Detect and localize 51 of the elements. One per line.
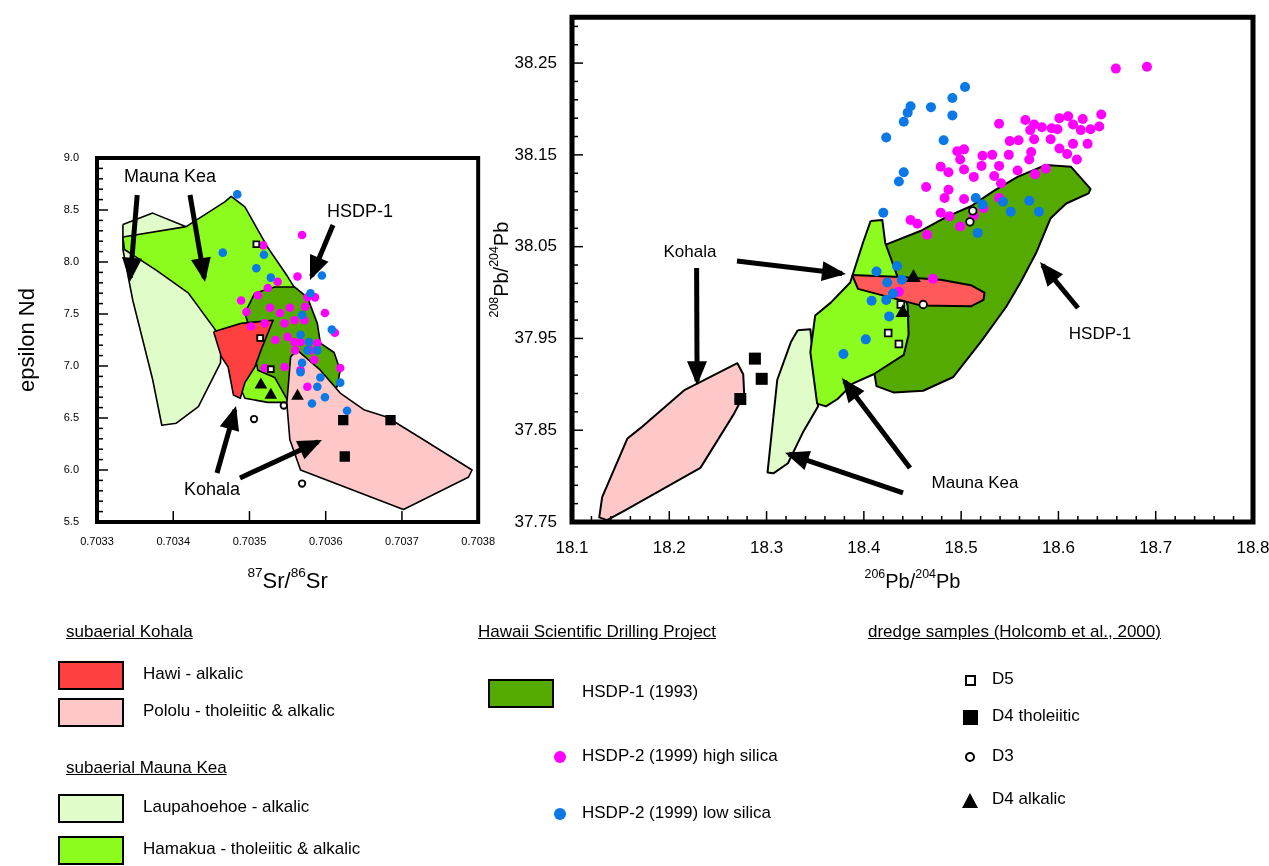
y-tick-label: 8.5 xyxy=(63,203,79,216)
annotation: Mauna Kea xyxy=(931,472,1020,492)
x-tick-label: 0.7033 xyxy=(80,534,114,547)
y-tick-label: 9.0 xyxy=(63,151,79,164)
y-tick-label: 38.25 xyxy=(514,52,557,72)
y-tick-label: 37.85 xyxy=(514,419,557,439)
legend-label: Hamakua - tholeiitic & alkalic xyxy=(143,839,361,859)
legend-label: Laupahoehoe - alkalic xyxy=(143,797,310,817)
x-tick-label: 0.7034 xyxy=(156,534,191,547)
text: Hawaii Scientific Drilling Project xyxy=(478,622,717,642)
x-tick-label: 18.2 xyxy=(652,537,686,557)
y-tick-label: 7.5 xyxy=(63,307,79,320)
x-tick-label: 18.1 xyxy=(555,537,589,557)
x-tick-label: 18.6 xyxy=(1041,537,1075,557)
legend-label: Pololu - tholeiitic & alkalic xyxy=(143,701,335,721)
x-tick-label: 18.5 xyxy=(944,537,978,557)
annotation: HSDP-1 xyxy=(1068,323,1132,343)
y-tick-label: 6.0 xyxy=(63,463,79,476)
x-tick-label: 18.4 xyxy=(847,537,881,557)
text: subaerial Kohala xyxy=(66,622,193,642)
annotation: Kohala xyxy=(183,478,242,499)
y-axis-title: 208Pb/204Pb xyxy=(486,221,512,318)
y-tick-label: 37.95 xyxy=(514,328,557,348)
x-tick-label: 0.7035 xyxy=(232,534,267,547)
y-tick-label: 37.75 xyxy=(514,511,557,531)
x-tick-label: 0.7038 xyxy=(461,534,496,547)
legend-label: D3 xyxy=(992,746,1014,766)
legend-label: D5 xyxy=(992,669,1014,689)
y-axis-title: epsilon Nd xyxy=(14,288,40,392)
y-tick-label: 38.15 xyxy=(514,144,557,164)
legend-label: HSDP-2 (1999) high silica xyxy=(582,746,778,766)
x-tick-label: 0.7037 xyxy=(385,534,419,547)
legend-label: HSDP-2 (1999) low silica xyxy=(582,803,771,823)
y-tick-label: 7.0 xyxy=(63,359,79,372)
annotation: HSDP-1 xyxy=(326,200,394,221)
text: dredge samples (Holcomb et al., 2000) xyxy=(868,622,1161,642)
y-tick-label: 38.05 xyxy=(514,236,557,256)
y-tick-label: 8.0 xyxy=(63,255,79,268)
legend-label: D4 tholeiitic xyxy=(992,706,1080,726)
legend-label: Hawi - alkalic xyxy=(143,664,244,684)
x-tick-label: 18.8 xyxy=(1236,537,1269,557)
y-tick-label: 6.5 xyxy=(63,411,79,424)
legend-label: HSDP-1 (1993) xyxy=(582,682,699,702)
text: subaerial Mauna Kea xyxy=(66,758,227,778)
annotation: Kohala xyxy=(663,241,718,261)
x-tick-label: 0.7036 xyxy=(308,534,343,547)
y-tick-label: 5.5 xyxy=(63,515,79,528)
legend-label: D4 alkalic xyxy=(992,789,1066,809)
x-tick-label: 18.3 xyxy=(750,537,784,557)
x-tick-label: 18.7 xyxy=(1139,537,1173,557)
annotation: Mauna Kea xyxy=(123,165,218,186)
